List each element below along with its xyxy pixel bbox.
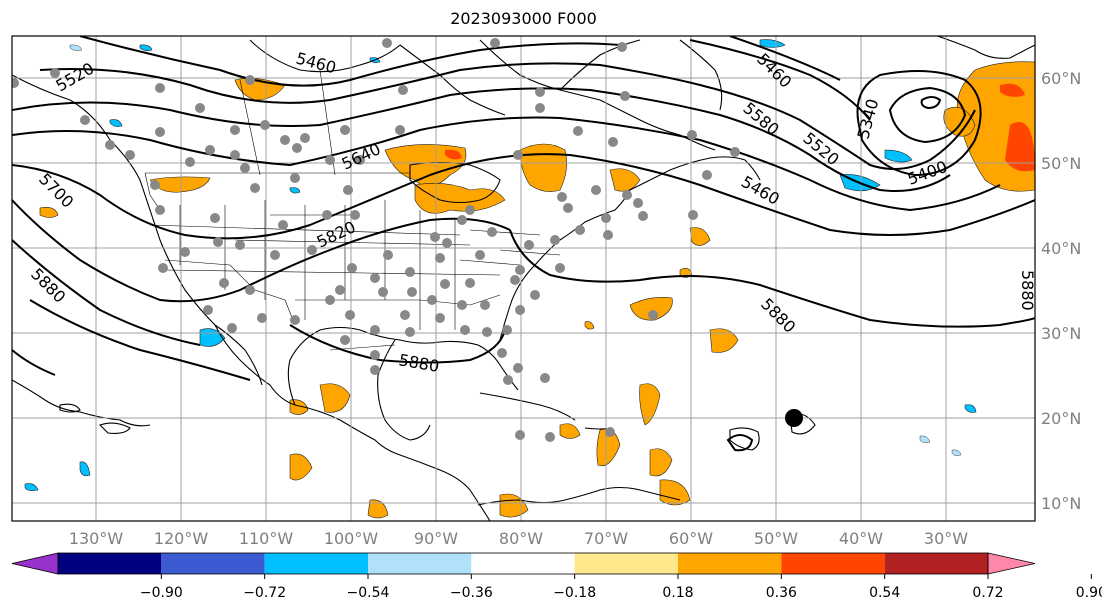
colorbar-segment <box>471 553 575 574</box>
height-contours <box>12 36 1035 452</box>
colorbar-tick-label: −0.54 <box>347 585 390 601</box>
colorbar-tick-label: −0.90 <box>140 585 183 601</box>
lon-label: 130°W <box>69 529 124 548</box>
coastlines <box>12 36 1035 521</box>
colorbar-extend-high <box>987 552 1036 575</box>
contour-label: 5640 <box>339 139 384 173</box>
colorbar-tick-label: −0.18 <box>553 585 596 601</box>
lon-label: 70°W <box>584 529 628 548</box>
location-marker <box>785 409 803 427</box>
map-frame <box>11 35 1036 522</box>
colorbar-tick-label: 0.90 <box>1076 585 1102 601</box>
lon-label: 30°W <box>924 529 968 548</box>
contour-label: 5820 <box>314 217 359 251</box>
lon-label: 110°W <box>239 529 294 548</box>
colorbar-tick-label: −0.36 <box>450 585 493 601</box>
colorbar-tick-label: 0.36 <box>766 585 797 601</box>
map-title: 2023093000 F000 <box>450 9 597 28</box>
lon-label: 40°W <box>839 529 883 548</box>
lat-label: 40°N <box>1041 239 1081 258</box>
colorbar-tick-label: −0.72 <box>243 585 286 601</box>
contour-label: 5520 <box>53 59 98 96</box>
lon-label: 60°W <box>669 529 713 548</box>
lat-label: 10°N <box>1041 494 1081 513</box>
contour-label: 5880 <box>757 294 799 336</box>
contour-label: 5460 <box>294 49 338 78</box>
lat-label: 20°N <box>1041 409 1081 428</box>
graticule <box>12 36 1035 521</box>
negative-anomaly-shading <box>24 39 977 491</box>
station-markers <box>12 38 740 442</box>
lat-label: 60°N <box>1041 69 1081 88</box>
colorbar-frame <box>57 552 989 575</box>
colorbar-tick-label: 0.18 <box>662 585 693 601</box>
lon-label: 100°W <box>324 529 379 548</box>
map-field <box>12 36 1035 521</box>
colorbar: −0.90 −0.72 −0.54 −0.36 −0.18 0.18 0.36 0.54 0.7… <box>11 552 1102 601</box>
colorbar-segment <box>368 553 472 574</box>
colorbar-segment <box>58 553 162 574</box>
colorbar-ticks: −0.90 −0.72 −0.54 −0.36 −0.18 0.18 0.36 0.54 0.7… <box>140 574 1102 601</box>
contour-label: 5460 <box>753 49 795 91</box>
colorbar-segment <box>884 553 988 574</box>
lon-label: 50°W <box>754 529 798 548</box>
political-boundaries <box>144 69 561 351</box>
lon-label: 120°W <box>154 529 209 548</box>
latitude-labels: 60°N 50°N 40°N 30°N 20°N 10°N <box>1041 69 1081 513</box>
weak-negative-anomaly <box>69 44 962 456</box>
strong-positive-anomaly <box>445 83 1035 172</box>
contour-label-group: 5460 5520 5820 5640 5700 5880 5880 5880 … <box>27 49 1037 376</box>
longitude-labels: 130°W 120°W 110°W 100°W 90°W 80°W 70°W 6… <box>69 529 968 548</box>
colorbar-segment <box>678 553 782 574</box>
colorbar-segment <box>264 553 368 574</box>
contour-label: 5880 <box>1018 270 1037 311</box>
colorbar-segments <box>11 552 1036 575</box>
colorbar-segment <box>161 553 265 574</box>
contour-label: 5700 <box>35 169 77 211</box>
lon-label: 80°W <box>499 529 543 548</box>
contour-label: 5880 <box>27 264 69 306</box>
lon-label: 90°W <box>414 529 458 548</box>
colorbar-segment <box>574 553 678 574</box>
contour-label: 5880 <box>397 350 440 376</box>
lat-label: 30°N <box>1041 324 1081 343</box>
contour-label: 5400 <box>905 157 950 189</box>
colorbar-tick-label: 0.54 <box>869 585 900 601</box>
colorbar-segment <box>781 553 885 574</box>
colorbar-extend-low <box>11 552 59 575</box>
colorbar-tick-label: 0.72 <box>972 585 1003 601</box>
positive-anomaly-shading <box>39 61 1035 519</box>
lat-label: 50°N <box>1041 154 1081 173</box>
